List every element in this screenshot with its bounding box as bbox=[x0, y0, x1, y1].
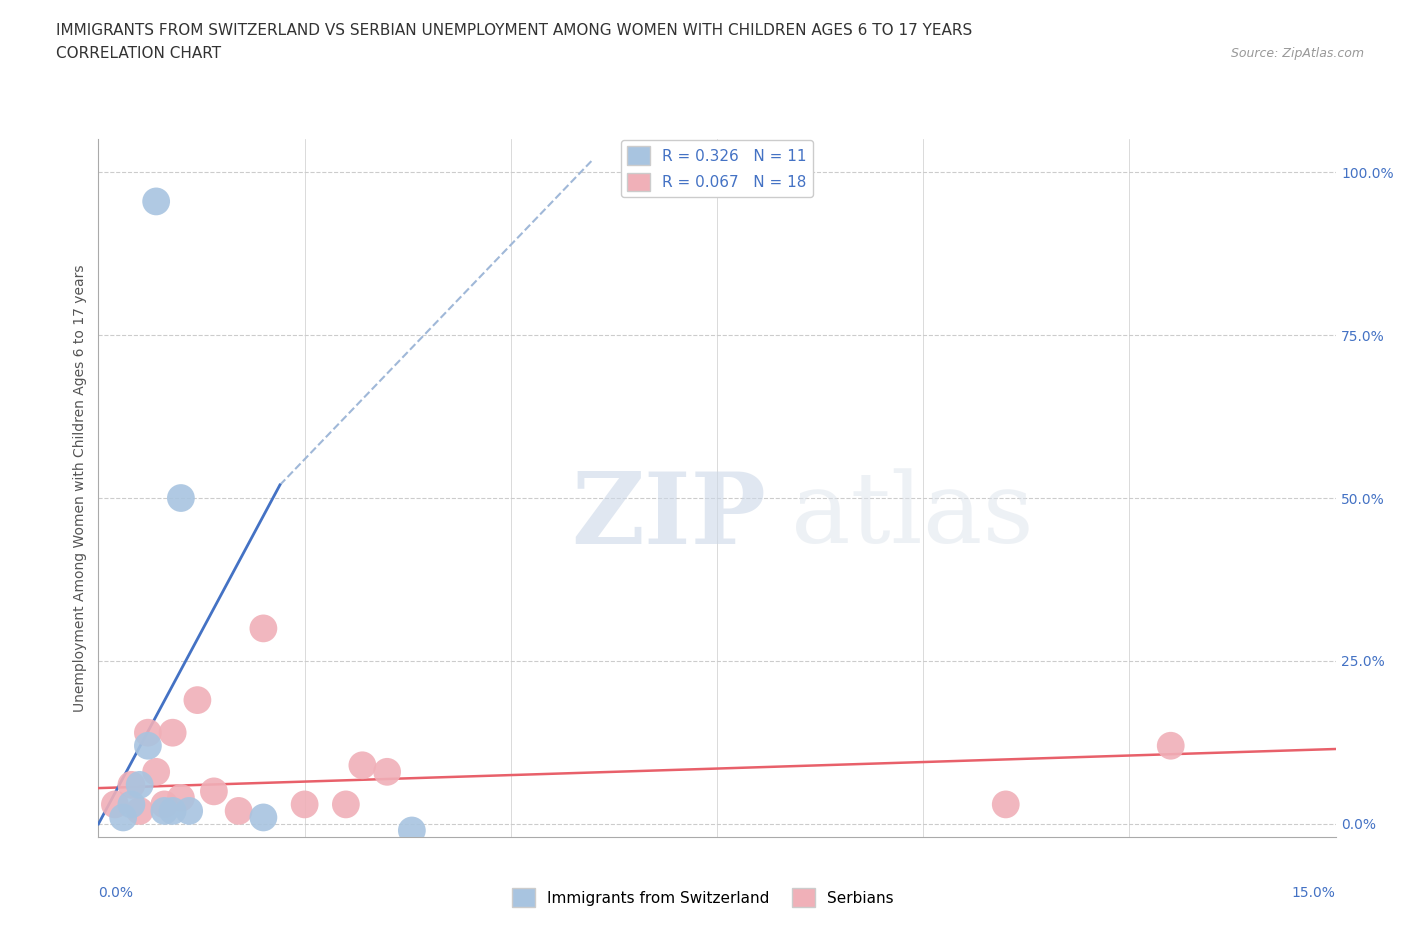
Point bbox=[228, 804, 250, 818]
Point bbox=[153, 804, 176, 818]
Point bbox=[162, 725, 184, 740]
Point bbox=[170, 790, 193, 805]
Point bbox=[145, 764, 167, 779]
Point bbox=[252, 810, 274, 825]
Text: CORRELATION CHART: CORRELATION CHART bbox=[56, 46, 221, 61]
Point bbox=[153, 797, 176, 812]
Point bbox=[145, 194, 167, 209]
Point bbox=[120, 777, 142, 792]
Text: Source: ZipAtlas.com: Source: ZipAtlas.com bbox=[1230, 46, 1364, 60]
Point bbox=[294, 797, 316, 812]
Point bbox=[104, 797, 127, 812]
Point bbox=[136, 725, 159, 740]
Point bbox=[401, 823, 423, 838]
Point bbox=[375, 764, 398, 779]
Y-axis label: Unemployment Among Women with Children Ages 6 to 17 years: Unemployment Among Women with Children A… bbox=[73, 264, 87, 712]
Text: IMMIGRANTS FROM SWITZERLAND VS SERBIAN UNEMPLOYMENT AMONG WOMEN WITH CHILDREN AG: IMMIGRANTS FROM SWITZERLAND VS SERBIAN U… bbox=[56, 23, 973, 38]
Point bbox=[994, 797, 1017, 812]
Text: atlas: atlas bbox=[792, 468, 1033, 565]
Point bbox=[335, 797, 357, 812]
Point bbox=[136, 738, 159, 753]
Point bbox=[1160, 738, 1182, 753]
Legend: R = 0.326   N = 11, R = 0.067   N = 18: R = 0.326 N = 11, R = 0.067 N = 18 bbox=[621, 140, 813, 197]
Legend: Immigrants from Switzerland, Serbians: Immigrants from Switzerland, Serbians bbox=[506, 883, 900, 913]
Point bbox=[162, 804, 184, 818]
Point bbox=[352, 758, 374, 773]
Point bbox=[202, 784, 225, 799]
Text: ZIP: ZIP bbox=[572, 468, 766, 565]
Point bbox=[186, 693, 208, 708]
Point bbox=[179, 804, 201, 818]
Text: 0.0%: 0.0% bbox=[98, 885, 134, 900]
Point bbox=[120, 797, 142, 812]
Point bbox=[252, 621, 274, 636]
Point bbox=[112, 810, 135, 825]
Point bbox=[128, 777, 150, 792]
Point bbox=[128, 804, 150, 818]
Text: 15.0%: 15.0% bbox=[1292, 885, 1336, 900]
Point bbox=[170, 491, 193, 506]
